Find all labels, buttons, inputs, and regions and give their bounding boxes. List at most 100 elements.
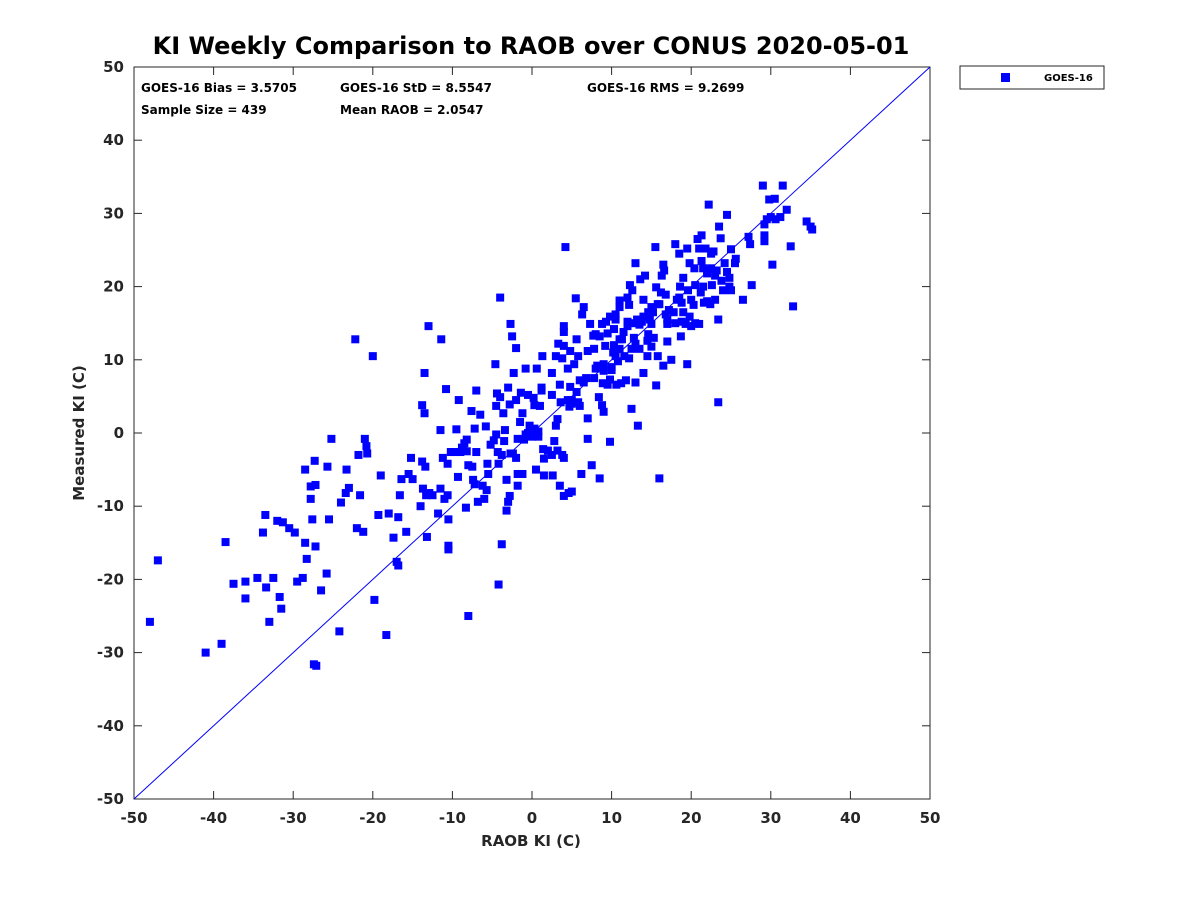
data-point bbox=[472, 386, 481, 395]
data-point bbox=[470, 480, 479, 489]
data-point bbox=[261, 510, 270, 519]
data-point bbox=[273, 516, 282, 525]
data-point bbox=[481, 422, 490, 431]
data-point bbox=[555, 481, 564, 490]
data-point bbox=[717, 276, 726, 285]
data-point bbox=[731, 254, 740, 263]
data-point bbox=[649, 333, 658, 342]
data-point bbox=[513, 469, 522, 478]
data-point bbox=[633, 421, 642, 430]
data-point bbox=[601, 341, 610, 350]
data-point bbox=[685, 259, 694, 268]
data-point bbox=[229, 579, 238, 588]
data-point bbox=[370, 595, 379, 604]
data-point bbox=[595, 332, 604, 341]
data-point bbox=[684, 286, 693, 295]
data-point bbox=[613, 357, 622, 366]
data-point bbox=[462, 447, 471, 456]
data-point bbox=[529, 393, 538, 402]
data-point bbox=[716, 234, 725, 243]
data-point bbox=[566, 347, 575, 356]
data-point bbox=[582, 374, 591, 383]
data-point bbox=[325, 515, 334, 524]
data-point bbox=[311, 480, 320, 489]
data-point bbox=[643, 336, 652, 345]
data-point bbox=[518, 469, 527, 478]
data-point bbox=[598, 401, 607, 410]
data-point bbox=[631, 339, 640, 348]
data-point bbox=[262, 583, 271, 592]
data-point bbox=[543, 446, 552, 455]
data-point bbox=[322, 569, 331, 578]
data-point bbox=[483, 459, 492, 468]
data-point bbox=[539, 471, 548, 480]
data-point bbox=[290, 528, 299, 537]
data-point bbox=[675, 293, 684, 302]
data-point bbox=[758, 181, 767, 190]
data-point bbox=[603, 380, 612, 389]
data-point bbox=[374, 510, 383, 519]
data-point bbox=[521, 364, 530, 373]
data-point bbox=[505, 491, 514, 500]
data-point bbox=[473, 497, 482, 506]
data-point bbox=[422, 532, 431, 541]
data-point bbox=[651, 243, 660, 252]
data-point bbox=[611, 315, 620, 324]
data-point bbox=[499, 409, 508, 418]
data-point bbox=[714, 398, 723, 407]
data-point bbox=[496, 393, 505, 402]
y-axis-label: Measured KI (C) bbox=[70, 365, 88, 501]
data-point bbox=[655, 300, 664, 309]
data-point bbox=[656, 288, 665, 297]
data-point bbox=[535, 401, 544, 410]
data-point bbox=[277, 604, 286, 613]
data-point bbox=[513, 481, 522, 490]
data-point bbox=[606, 437, 615, 446]
data-point bbox=[583, 434, 592, 443]
data-point bbox=[496, 293, 505, 302]
data-point bbox=[302, 554, 311, 563]
data-point bbox=[504, 497, 513, 506]
x-tick-label: -50 bbox=[120, 809, 147, 827]
data-point bbox=[253, 573, 262, 582]
data-point bbox=[502, 475, 511, 484]
y-tick-label: -50 bbox=[97, 790, 124, 808]
goes-16-series bbox=[145, 181, 817, 670]
data-point bbox=[293, 577, 302, 586]
data-point bbox=[664, 306, 673, 315]
data-point bbox=[512, 344, 521, 353]
data-point bbox=[336, 498, 345, 507]
data-point bbox=[715, 222, 724, 231]
data-point bbox=[558, 354, 567, 363]
data-point bbox=[643, 352, 652, 361]
y-tick-label: -30 bbox=[97, 644, 124, 662]
data-point bbox=[312, 661, 321, 670]
data-point bbox=[606, 375, 615, 384]
data-point bbox=[583, 347, 592, 356]
data-point bbox=[760, 231, 769, 240]
data-point bbox=[663, 315, 672, 324]
data-point bbox=[606, 312, 615, 321]
data-point bbox=[404, 469, 413, 478]
data-point bbox=[561, 243, 570, 252]
data-point bbox=[712, 266, 721, 275]
data-point bbox=[376, 471, 385, 480]
data-point bbox=[593, 361, 602, 370]
data-point bbox=[530, 401, 539, 410]
data-point bbox=[619, 327, 628, 336]
data-point bbox=[661, 310, 670, 319]
data-point bbox=[397, 475, 406, 484]
data-point bbox=[418, 457, 427, 466]
data-point bbox=[467, 407, 476, 416]
data-point bbox=[310, 456, 319, 465]
data-point bbox=[476, 410, 485, 419]
data-point bbox=[683, 360, 692, 369]
legend-marker-square bbox=[1001, 73, 1010, 82]
data-point bbox=[802, 217, 811, 226]
data-point bbox=[714, 315, 723, 324]
data-point bbox=[356, 491, 365, 500]
data-point bbox=[502, 506, 511, 515]
y-axis: -50 -40 -30 -20 -10 0 10 20 30 40 50 bbox=[97, 58, 930, 808]
data-point bbox=[645, 315, 654, 324]
